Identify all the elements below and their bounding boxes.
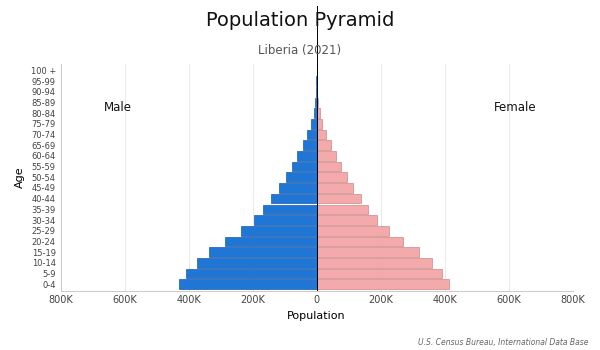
X-axis label: Population: Population (287, 311, 346, 321)
Bar (317, 237, 403, 246)
Bar (317, 119, 322, 129)
Bar (292, 162, 317, 172)
Bar (317, 247, 419, 257)
Bar (263, 204, 317, 214)
Y-axis label: Age: Age (15, 167, 25, 188)
Bar (197, 258, 317, 268)
Bar (317, 151, 335, 161)
Bar (317, 183, 353, 193)
Bar (241, 226, 317, 236)
Bar (307, 130, 317, 139)
Bar (226, 237, 317, 246)
Bar (317, 98, 318, 107)
Bar (317, 226, 389, 236)
Bar (317, 269, 442, 278)
Text: Female: Female (494, 101, 536, 114)
Bar (315, 98, 317, 107)
Bar (314, 108, 317, 118)
Bar (311, 119, 317, 129)
Bar (179, 279, 317, 289)
Bar (317, 108, 320, 118)
Bar (271, 194, 317, 203)
Text: U.S. Census Bureau, International Data Base: U.S. Census Bureau, International Data B… (418, 337, 588, 346)
Bar (317, 215, 377, 225)
Bar (317, 162, 341, 172)
Bar (317, 173, 347, 182)
Bar (209, 247, 317, 257)
Bar (286, 173, 317, 182)
Bar (298, 151, 317, 161)
Text: Population Pyramid: Population Pyramid (206, 10, 394, 29)
Bar (317, 130, 326, 139)
Bar (317, 279, 449, 289)
Bar (279, 183, 317, 193)
Bar (302, 140, 317, 150)
Text: Liberia (2021): Liberia (2021) (259, 44, 341, 57)
Bar (317, 204, 368, 214)
Bar (186, 269, 317, 278)
Text: Male: Male (104, 101, 132, 114)
Bar (317, 258, 432, 268)
Bar (254, 215, 317, 225)
Bar (317, 194, 361, 203)
Bar (317, 140, 331, 150)
